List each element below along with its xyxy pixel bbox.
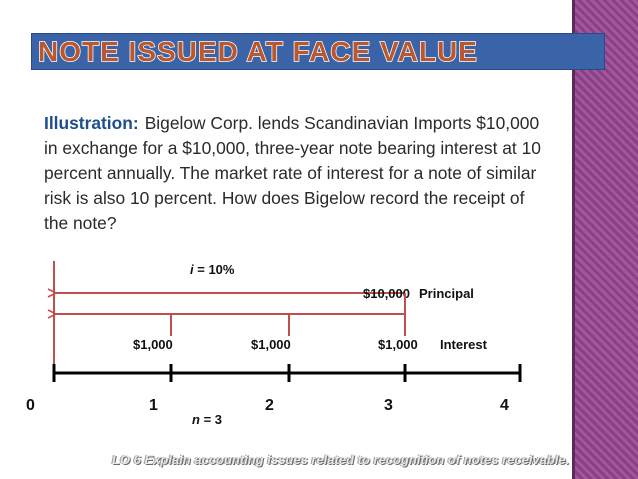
illustration-line-5: the note? bbox=[44, 213, 117, 233]
illustration-line-1: Illustration: Bigelow Corp. lends Scandin… bbox=[44, 111, 572, 136]
title-bar bbox=[31, 33, 605, 70]
illustration-line-4: risk is also 10 percent. How does Bigelo… bbox=[44, 188, 525, 208]
tick-label-4: 4 bbox=[500, 397, 509, 414]
illustration-line-1-text: Bigelow Corp. lends Scandinavian Imports… bbox=[144, 113, 540, 133]
tick-label-0: 0 bbox=[26, 397, 35, 414]
interest-rate-label: i = 10% bbox=[190, 262, 235, 277]
tick-label-1: 1 bbox=[149, 397, 158, 414]
tick-label-3: 3 bbox=[384, 397, 393, 414]
slide-title: NOTE ISSUED AT FACE VALUE bbox=[37, 35, 478, 68]
principal-label: $10,000 Principal bbox=[363, 286, 474, 301]
periods-label: n = 3 bbox=[192, 412, 222, 427]
rate-value: = 10% bbox=[194, 262, 235, 277]
decorative-band-edge bbox=[572, 0, 575, 479]
principal-text: Principal bbox=[419, 286, 474, 301]
interest-label: Interest bbox=[440, 337, 488, 352]
interest-amount-1: $1,000 bbox=[133, 337, 173, 352]
learning-objective-footer: LO 6 Explain accounting issues related t… bbox=[112, 452, 570, 467]
illustration-line-3: percent annually. The market rate of int… bbox=[44, 163, 537, 183]
principal-amount: $10,000 bbox=[363, 286, 410, 301]
interest-amount-2: $1,000 bbox=[251, 337, 291, 352]
illustration-text: Illustration: Bigelow Corp. lends Scandin… bbox=[44, 111, 572, 236]
rate-symbol: i bbox=[190, 262, 194, 277]
illustration-label: Illustration: bbox=[44, 113, 139, 133]
decorative-right-band bbox=[572, 0, 638, 479]
illustration-line-2: in exchange for a $10,000, three-year no… bbox=[44, 138, 541, 158]
periods-symbol: n bbox=[192, 412, 200, 427]
periods-value: = 3 bbox=[200, 412, 222, 427]
tick-label-2: 2 bbox=[265, 397, 274, 414]
interest-amount-3: $1,000 bbox=[378, 337, 418, 352]
